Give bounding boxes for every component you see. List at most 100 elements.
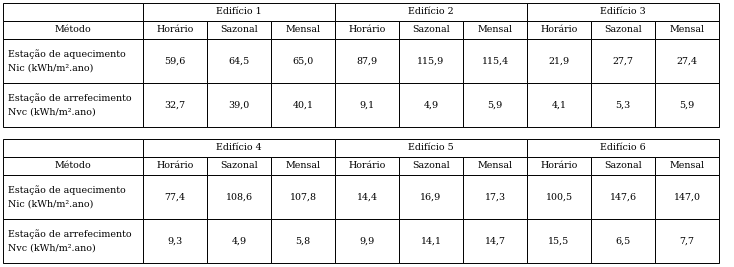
Bar (463, 175, 527, 219)
Bar (335, 3, 527, 21)
Text: 9,9: 9,9 (360, 237, 374, 245)
Text: 64,5: 64,5 (228, 57, 250, 65)
Bar (3, 175, 143, 219)
Text: Nvc (kWh/m².ano): Nvc (kWh/m².ano) (8, 108, 95, 116)
Text: 115,4: 115,4 (482, 57, 509, 65)
Text: 147,0: 147,0 (674, 193, 700, 202)
Bar (527, 219, 591, 263)
Bar (3, 3, 143, 21)
Bar (271, 175, 335, 219)
Bar (655, 21, 719, 39)
Text: 9,1: 9,1 (360, 100, 374, 109)
Text: Mensal: Mensal (477, 162, 512, 171)
Bar (143, 139, 335, 157)
Text: 87,9: 87,9 (357, 57, 377, 65)
Bar (463, 39, 527, 83)
Text: 4,9: 4,9 (424, 100, 438, 109)
Text: 17,3: 17,3 (484, 193, 506, 202)
Bar (207, 175, 271, 219)
Text: Estação de arrefecimento: Estação de arrefecimento (8, 229, 131, 239)
Text: Horário: Horário (156, 26, 194, 34)
Bar (143, 175, 207, 219)
Bar (3, 83, 143, 127)
Text: 107,8: 107,8 (289, 193, 316, 202)
Text: 16,9: 16,9 (421, 193, 442, 202)
Text: Sazonal: Sazonal (220, 162, 258, 171)
Text: Mensal: Mensal (669, 162, 705, 171)
Text: 39,0: 39,0 (228, 100, 250, 109)
Bar (399, 39, 463, 83)
Bar (591, 219, 655, 263)
Text: 6,5: 6,5 (615, 237, 631, 245)
Bar (271, 157, 335, 175)
Text: 14,1: 14,1 (421, 237, 441, 245)
Text: 7,7: 7,7 (680, 237, 694, 245)
Text: Estação de arrefecimento: Estação de arrefecimento (8, 93, 131, 103)
Bar (3, 139, 143, 157)
Bar (527, 3, 719, 21)
Bar (271, 39, 335, 83)
Bar (207, 39, 271, 83)
Bar (335, 83, 399, 127)
Text: 108,6: 108,6 (225, 193, 252, 202)
Bar (207, 21, 271, 39)
Bar (207, 219, 271, 263)
Text: Edifício 3: Edifício 3 (600, 7, 646, 17)
Text: Mensal: Mensal (286, 26, 321, 34)
Bar (527, 39, 591, 83)
Bar (143, 3, 335, 21)
Bar (143, 39, 207, 83)
Text: 65,0: 65,0 (292, 57, 313, 65)
Text: Edifício 5: Edifício 5 (408, 143, 454, 152)
Text: 100,5: 100,5 (545, 193, 573, 202)
Bar (207, 83, 271, 127)
Bar (527, 157, 591, 175)
Text: 15,5: 15,5 (548, 237, 570, 245)
Bar (399, 21, 463, 39)
Text: 27,7: 27,7 (612, 57, 633, 65)
Bar (271, 21, 335, 39)
Bar (399, 219, 463, 263)
Text: 59,6: 59,6 (164, 57, 186, 65)
Bar (655, 157, 719, 175)
Text: Edifício 4: Edifício 4 (217, 143, 262, 152)
Bar (3, 21, 143, 39)
Bar (655, 219, 719, 263)
Bar (335, 39, 399, 83)
Bar (463, 157, 527, 175)
Text: 5,3: 5,3 (615, 100, 631, 109)
Text: Nvc (kWh/m².ano): Nvc (kWh/m².ano) (8, 244, 95, 253)
Bar (655, 175, 719, 219)
Text: 27,4: 27,4 (677, 57, 697, 65)
Text: 77,4: 77,4 (164, 193, 186, 202)
Text: 115,9: 115,9 (418, 57, 445, 65)
Text: 21,9: 21,9 (548, 57, 570, 65)
Text: Nic (kWh/m².ano): Nic (kWh/m².ano) (8, 199, 93, 209)
Text: Horário: Horário (156, 162, 194, 171)
Bar (335, 157, 399, 175)
Text: 147,6: 147,6 (609, 193, 636, 202)
Text: Mensal: Mensal (477, 26, 512, 34)
Text: 40,1: 40,1 (293, 100, 313, 109)
Bar (527, 175, 591, 219)
Text: Sazonal: Sazonal (604, 162, 642, 171)
Bar (655, 83, 719, 127)
Text: Horário: Horário (349, 26, 385, 34)
Bar (143, 21, 207, 39)
Bar (399, 83, 463, 127)
Bar (463, 219, 527, 263)
Text: Estação de aquecimento: Estação de aquecimento (8, 185, 126, 195)
Text: 5,8: 5,8 (296, 237, 310, 245)
Text: Horário: Horário (540, 162, 578, 171)
Text: 14,4: 14,4 (357, 193, 377, 202)
Bar (3, 39, 143, 83)
Text: Nic (kWh/m².ano): Nic (kWh/m².ano) (8, 64, 93, 73)
Text: Edifício 2: Edifício 2 (408, 7, 454, 17)
Bar (399, 175, 463, 219)
Text: 4,9: 4,9 (231, 237, 247, 245)
Bar (207, 157, 271, 175)
Bar (463, 83, 527, 127)
Text: 32,7: 32,7 (164, 100, 186, 109)
Text: Horário: Horário (349, 162, 385, 171)
Bar (655, 39, 719, 83)
